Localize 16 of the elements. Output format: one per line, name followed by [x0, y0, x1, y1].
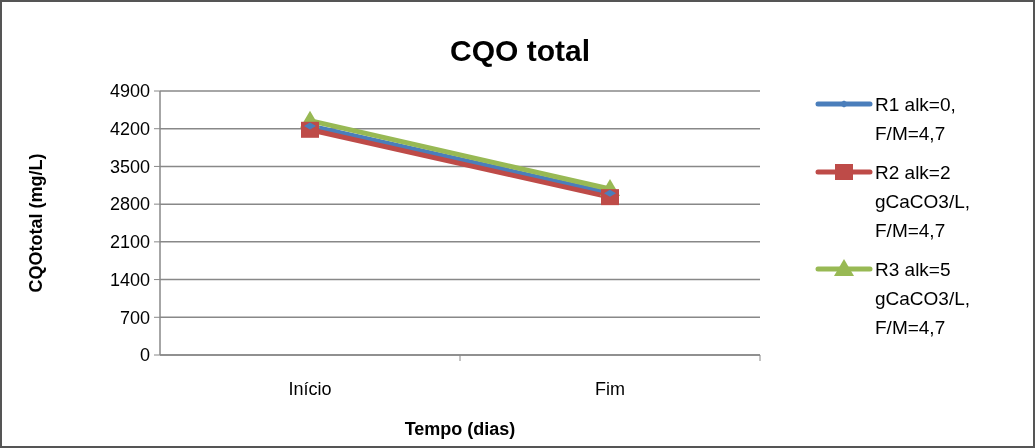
y-tick-label: 1400 [109, 269, 150, 290]
y-tick-label: 700 [119, 307, 150, 328]
chart-title: CQO total [450, 34, 590, 67]
x-tick-label: Início [288, 379, 332, 399]
y-tick-label: 0 [139, 345, 150, 366]
legend-label: R2 alk=2 gCaCO3/L, F/M=4,7 [875, 161, 971, 241]
x-axis-title: Tempo (dias) [404, 419, 516, 439]
legend-label: R1 alk=0, F/M=4,7 [875, 93, 956, 144]
y-tick-label: 2100 [109, 232, 150, 253]
y-tick-label: 4200 [109, 119, 150, 140]
x-tick-label: Fim [595, 379, 625, 399]
y-tick-label: 2800 [109, 194, 150, 215]
y-tick-label: 4900 [109, 81, 150, 102]
y-tick-label: 3500 [109, 156, 150, 177]
y-axis-title: CQOtotal (mg/L) [26, 153, 46, 293]
legend-label: R3 alk=5 gCaCO3/L, F/M=4,7 [875, 258, 971, 338]
